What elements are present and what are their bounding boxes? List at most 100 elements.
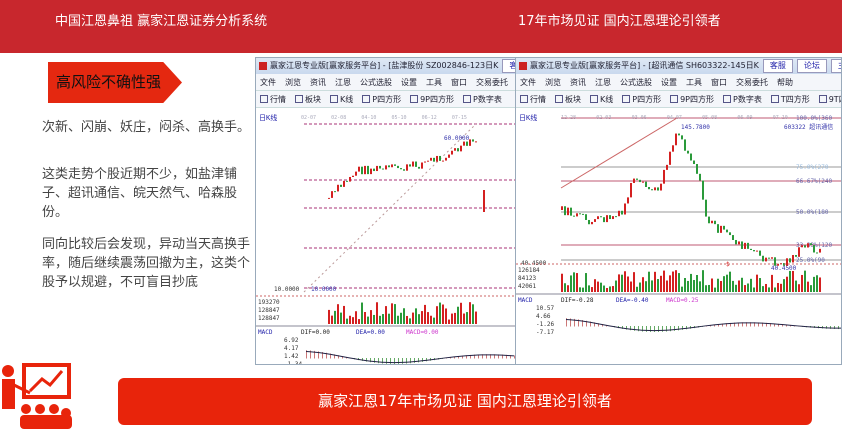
forum-button[interactable]: 论坛: [796, 59, 827, 73]
tool-item[interactable]: 行情: [260, 95, 286, 104]
macd-bar: [506, 354, 507, 359]
tool-item[interactable]: 9T四方: [818, 95, 841, 104]
volume-bar: [579, 287, 581, 292]
macd-bar: [642, 326, 643, 332]
candle: [723, 225, 725, 230]
volume-bar: [594, 279, 596, 292]
candle: [567, 207, 569, 216]
candle: [364, 165, 366, 175]
menu-item[interactable]: 浏览: [285, 78, 301, 87]
menu-item[interactable]: 资讯: [570, 78, 586, 87]
tool-item[interactable]: P四方形: [362, 95, 401, 104]
menu-item[interactable]: 江恩: [335, 78, 351, 87]
kefu-button[interactable]: 客服: [762, 59, 793, 73]
menu-item[interactable]: 文件: [520, 78, 536, 87]
candle: [651, 189, 653, 191]
menu-item[interactable]: 公式选股: [360, 78, 392, 87]
volume-bar: [394, 304, 396, 324]
menu-item[interactable]: 浏览: [545, 78, 561, 87]
menu-item[interactable]: 工具: [686, 78, 702, 87]
volume-bar: [406, 315, 408, 324]
tool-item[interactable]: P数字表: [723, 95, 762, 104]
menu-item[interactable]: 设置: [401, 78, 417, 87]
volume-bar: [570, 275, 572, 292]
home-button[interactable]: 主页: [830, 59, 841, 73]
volume-bar: [786, 276, 788, 292]
candle: [675, 133, 677, 146]
candle: [702, 180, 704, 200]
macd-bar: [622, 326, 623, 329]
macd-bar: [834, 326, 835, 329]
kefu-button[interactable]: 客服: [502, 59, 515, 73]
macd-bar: [342, 356, 343, 359]
volume-bar: [735, 284, 737, 292]
volume-bar: [615, 280, 617, 292]
macd-bar: [406, 358, 407, 364]
macd-bar: [450, 357, 451, 359]
menu-item[interactable]: 工具: [426, 78, 442, 87]
volume-bar: [657, 279, 659, 292]
menu-item[interactable]: 江恩: [595, 78, 611, 87]
label: P四方形: [632, 95, 662, 104]
tool-item[interactable]: 9P四方形: [670, 95, 714, 104]
slogan-button[interactable]: 赢家江恩17年市场见证 国内江恩理论引领者: [118, 378, 812, 425]
volume-bar: [699, 281, 701, 292]
volume-bar: [777, 282, 779, 292]
presenter-icon: [2, 363, 72, 429]
macd-bar: [758, 322, 759, 327]
volume-bar: [430, 315, 432, 324]
menu-item[interactable]: 文件: [260, 78, 276, 87]
macd-bar: [762, 322, 763, 327]
tool-item[interactable]: 板块: [555, 95, 581, 104]
menu-item[interactable]: 公式选股: [620, 78, 652, 87]
volume-bar: [418, 314, 420, 324]
menu-item[interactable]: 资讯: [310, 78, 326, 87]
volume-bar: [768, 287, 770, 292]
macd-tick: -7.17: [536, 329, 554, 336]
menu-item[interactable]: 帮助: [777, 78, 793, 87]
menu-item[interactable]: 设置: [661, 78, 677, 87]
macd-dif: DIF=0.00: [301, 329, 330, 336]
macd-bar: [462, 355, 463, 359]
label: K线: [600, 95, 614, 104]
tool-icon: [555, 95, 563, 103]
macd-bar: [470, 354, 471, 359]
toolbar: 行情 板块 K线 P四方形 9P四方形 P数字表: [256, 91, 515, 108]
candle: [750, 248, 752, 251]
macd-bar: [830, 326, 831, 329]
date-label: 04-10: [361, 115, 376, 121]
candle: [409, 164, 411, 167]
tool-item[interactable]: P四方形: [622, 95, 661, 104]
candle: [771, 257, 773, 259]
candle: [373, 168, 375, 172]
candle: [609, 215, 611, 220]
tool-icon: [362, 95, 371, 103]
volume-bar: [445, 308, 447, 324]
menu-item[interactable]: 窗口: [451, 78, 467, 87]
candle: [615, 216, 617, 218]
menu-item[interactable]: 交易委托: [736, 78, 768, 87]
volume-bar: [358, 319, 360, 324]
tool-item[interactable]: 板块: [295, 95, 321, 104]
candle: [807, 243, 809, 248]
title-text: 赢家江恩专业版[赢家服务平台] - [盐津股份 SZ002846-123日K: [270, 61, 499, 70]
tool-item[interactable]: 行情: [520, 95, 546, 104]
macd-bar: [338, 355, 339, 359]
candle: [639, 179, 641, 183]
label: P数字表: [733, 95, 762, 104]
tool-item[interactable]: K线: [590, 95, 613, 104]
candle: [642, 181, 644, 183]
volume-bar: [750, 278, 752, 292]
candle: [406, 164, 408, 171]
tool-item[interactable]: K线: [330, 95, 353, 104]
menu-item[interactable]: 交易委托: [476, 78, 508, 87]
menu-item[interactable]: 窗口: [711, 78, 727, 87]
volume-bar: [346, 318, 348, 324]
toolbar: 行情 板块 K线 P四方形 9P四方形 P数字表 T四方形 9T四方: [516, 91, 841, 108]
macd-bar: [626, 326, 627, 330]
tool-item[interactable]: P数字表: [463, 95, 502, 104]
tool-item[interactable]: 9P四方形: [410, 95, 454, 104]
macd-bar: [666, 326, 667, 332]
tool-item[interactable]: T四方形: [770, 95, 810, 104]
candle: [472, 139, 474, 142]
